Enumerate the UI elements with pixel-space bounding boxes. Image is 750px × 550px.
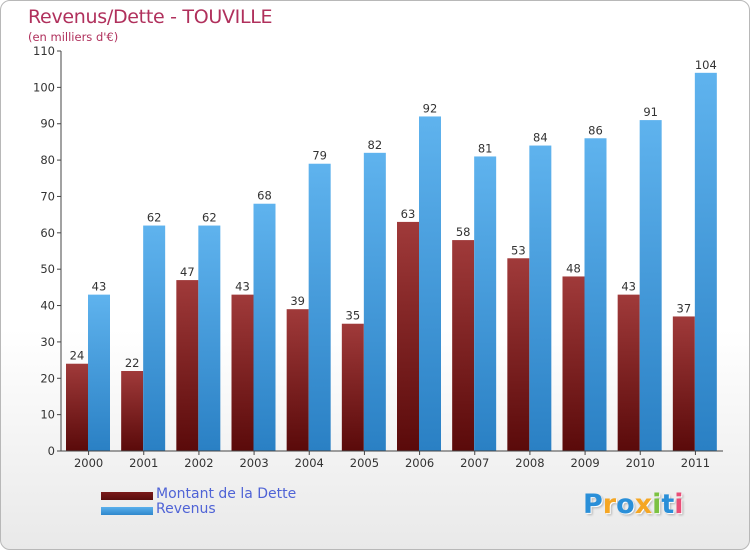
data-label: 104 xyxy=(695,58,717,72)
y-tick-label: 60 xyxy=(40,226,55,240)
x-tick-label: 2002 xyxy=(184,456,213,470)
y-tick-label: 70 xyxy=(40,189,55,203)
data-label: 91 xyxy=(643,105,658,119)
data-label: 62 xyxy=(202,211,217,225)
legend-label-revenue: Revenus xyxy=(156,501,216,517)
data-label: 39 xyxy=(290,294,305,308)
bar-revenue xyxy=(143,225,166,451)
chart-title: Revenus/Dette - TOUVILLE xyxy=(28,6,273,28)
y-tick-label: 90 xyxy=(40,117,55,131)
x-tick-label: 2006 xyxy=(405,456,434,470)
bar-revenue xyxy=(639,120,662,451)
bar-debt xyxy=(562,276,585,451)
bar-revenue xyxy=(253,203,276,451)
x-tick-label: 2011 xyxy=(681,456,710,470)
x-tick-label: 2000 xyxy=(74,456,103,470)
data-label: 58 xyxy=(456,225,471,239)
y-tick-label: 100 xyxy=(33,80,55,94)
data-label: 47 xyxy=(180,265,195,279)
bar-debt xyxy=(66,363,88,451)
x-axis: 2000 2001 2002 2003 2004 2005 2006 2007 2008 2009… xyxy=(61,450,723,470)
data-label: 24 xyxy=(70,349,85,363)
bar-debt xyxy=(231,294,254,451)
data-label: 82 xyxy=(368,138,383,152)
bar-revenue xyxy=(474,156,497,452)
bar-revenue xyxy=(88,294,110,451)
bar-debt xyxy=(341,323,364,451)
x-tick-label: 2001 xyxy=(129,456,158,470)
proxiti-logo: Proxiti xyxy=(583,489,684,520)
x-tick-label: 2010 xyxy=(626,456,655,470)
bar-debt xyxy=(452,240,475,451)
data-label: 22 xyxy=(125,356,140,370)
bar-debt xyxy=(286,309,309,451)
bars: 24 43 22 62 47 62 43 68 39 79 35 82 63 92 58 81 53 84 48 86… xyxy=(66,58,717,452)
data-label: 84 xyxy=(533,131,548,145)
x-tick-label: 2008 xyxy=(515,456,544,470)
x-tick-label: 2003 xyxy=(239,456,268,470)
y-tick-label: 80 xyxy=(40,153,55,167)
y-tick-label: 40 xyxy=(40,299,55,313)
legend-label-debt: Montant de la Dette xyxy=(156,486,297,502)
bar-debt xyxy=(672,316,695,451)
legend-swatch-revenue xyxy=(101,507,153,515)
y-axis: 0 10 20 30 40 50 60 70 80 90 100 110 xyxy=(33,44,62,458)
data-label: 43 xyxy=(92,280,107,294)
bar-debt xyxy=(617,294,640,451)
bar-revenue xyxy=(694,72,717,452)
y-tick-label: 10 xyxy=(40,408,55,422)
y-tick-label: 0 xyxy=(48,444,55,458)
bar-revenue xyxy=(198,225,221,451)
y-tick-label: 20 xyxy=(40,371,55,385)
legend-swatch-debt xyxy=(101,492,153,500)
x-tick-label: 2005 xyxy=(350,456,379,470)
bar-debt xyxy=(397,221,419,451)
data-label: 43 xyxy=(235,280,250,294)
data-label: 86 xyxy=(588,123,603,137)
data-label: 63 xyxy=(401,207,416,221)
chart-subtitle: (en milliers d'€) xyxy=(28,30,119,44)
bar-debt xyxy=(121,371,144,451)
bar-revenue xyxy=(584,138,607,452)
bar-revenue xyxy=(419,116,441,452)
bar-revenue xyxy=(363,152,386,451)
x-tick-label: 2004 xyxy=(295,456,324,470)
data-label: 35 xyxy=(346,309,361,323)
data-label: 37 xyxy=(677,301,692,315)
y-tick-label: 110 xyxy=(33,44,55,58)
bar-debt xyxy=(176,280,199,451)
data-label: 68 xyxy=(257,189,272,203)
y-tick-label: 50 xyxy=(40,262,55,276)
bar-revenue xyxy=(308,163,331,451)
x-tick-label: 2007 xyxy=(460,456,489,470)
bar-debt xyxy=(507,258,530,451)
data-label: 62 xyxy=(147,211,162,225)
data-label: 81 xyxy=(478,141,493,155)
x-tick-label: 2009 xyxy=(570,456,599,470)
data-label: 53 xyxy=(511,243,526,257)
bar-revenue xyxy=(529,145,552,451)
data-label: 92 xyxy=(423,101,438,115)
data-label: 43 xyxy=(621,280,636,294)
data-label: 48 xyxy=(566,261,581,275)
data-label: 79 xyxy=(312,149,327,163)
y-tick-label: 30 xyxy=(40,335,55,349)
